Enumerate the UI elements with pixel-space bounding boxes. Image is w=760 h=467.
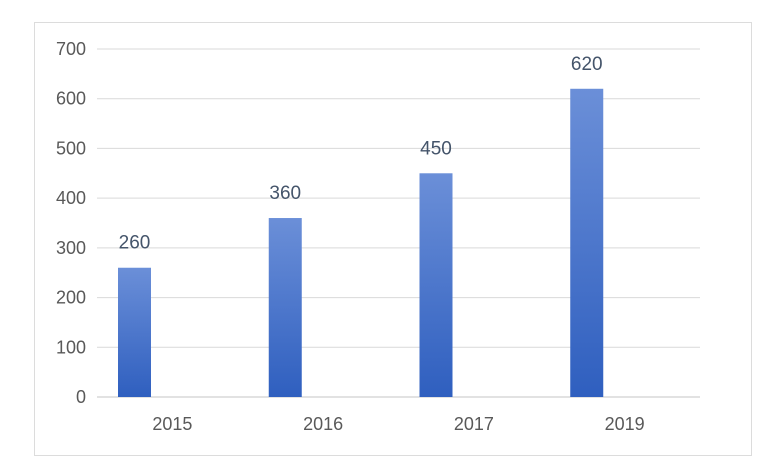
bar-2019 xyxy=(570,88,604,398)
bar-2017 xyxy=(419,173,453,397)
y-tick-label: 300 xyxy=(56,238,86,258)
bars xyxy=(118,88,604,398)
y-tick-label: 0 xyxy=(76,387,86,407)
gridlines xyxy=(97,48,700,398)
x-tick-label: 2015 xyxy=(152,414,192,434)
y-tick-label: 600 xyxy=(56,89,86,109)
data-labels: 260 360 450 620 xyxy=(119,54,603,254)
x-tick-label: 2016 xyxy=(303,414,343,434)
data-label-2016: 360 xyxy=(269,183,301,204)
y-tick-label: 100 xyxy=(56,337,86,357)
bar-2016 xyxy=(268,218,302,397)
x-tick-label: 2019 xyxy=(605,414,645,434)
x-axis-tick-labels: 2015 2016 2017 2019 xyxy=(152,414,644,434)
y-tick-label: 500 xyxy=(56,138,86,158)
y-tick-label: 700 xyxy=(56,39,86,59)
data-label-2017: 450 xyxy=(420,138,452,159)
x-tick-label: 2017 xyxy=(454,414,494,434)
data-label-2019: 620 xyxy=(571,54,603,75)
bar-2015 xyxy=(118,267,151,397)
y-tick-label: 200 xyxy=(56,288,86,308)
y-axis-tick-labels: 0 100 200 300 400 500 600 700 xyxy=(56,39,86,407)
data-label-2015: 260 xyxy=(119,233,151,254)
chart-frame xyxy=(34,22,752,456)
y-tick-label: 400 xyxy=(56,188,86,208)
